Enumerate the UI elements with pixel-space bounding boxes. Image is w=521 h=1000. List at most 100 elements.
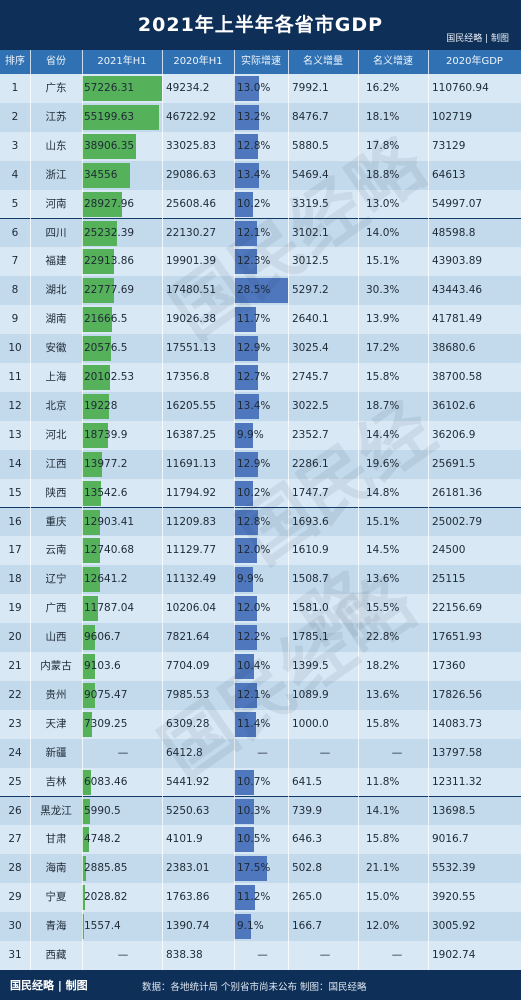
- h1-2020-cell: 17480.51: [166, 284, 217, 297]
- real-growth-label: 12.1%: [237, 688, 271, 701]
- gdp-2020-cell: 17651.93: [432, 631, 483, 644]
- rank-cell: 21: [8, 660, 22, 672]
- h1-2021-label: 13542.6: [84, 486, 128, 499]
- province-cell: 山东: [45, 139, 67, 152]
- footer-bar: 国民经略 | 制图 数据：各地统计局 个别省市尚未公布 制图：国民经略: [0, 970, 521, 1000]
- province-cell: 安徽: [45, 342, 67, 355]
- gdp-2020-cell: 25115: [432, 573, 466, 586]
- province-cell: 黑龙江: [40, 804, 72, 817]
- table-row: 15 陕西 13542.6 11794.92 10.2% 1747.7 14.8% 26181…: [0, 478, 521, 508]
- nominal-growth-cell: —: [391, 949, 403, 961]
- real-growth-label: 10.2%: [237, 486, 271, 499]
- table-row: 9 湖南 21666.5 19026.38 11.7% 2640.1 13.9% 41781.…: [0, 305, 521, 335]
- growth-bar: [234, 278, 288, 304]
- nominal-increase-cell: 739.9: [292, 804, 323, 817]
- table-row: 20 山西 9606.7 7821.64 12.2% 1785.1 22.8% 17651.9…: [0, 623, 521, 652]
- gdp-bar: [82, 249, 115, 275]
- nominal-growth-cell: 15.8%: [366, 717, 400, 730]
- table-row: 18 辽宁 12641.2 11132.49 9.9% 1508.7 13.6% 25115: [0, 565, 521, 595]
- nominal-increase-cell: 1508.7: [292, 573, 329, 586]
- province-cell: 北京: [45, 399, 67, 412]
- real-growth-label: 10.2%: [237, 197, 271, 210]
- gdp-2020-cell: 3005.92: [432, 920, 476, 933]
- rank-cell: 12: [8, 399, 22, 412]
- growth-bar: [234, 885, 256, 911]
- gdp-bar: [82, 914, 85, 940]
- province-cell: 内蒙古: [40, 660, 72, 672]
- nominal-increase-cell: 1693.6: [292, 515, 329, 528]
- rank-cell: 17: [8, 544, 22, 557]
- h1-2021-label: 22777.69: [84, 284, 135, 297]
- h1-2021-label: 18739.9: [84, 428, 128, 441]
- table-row: 24 新疆 — 6412.8 — — — 13797.58: [0, 738, 521, 768]
- province-cell: 湖北: [45, 284, 67, 297]
- h1-2021-label: 7309.25: [84, 717, 128, 730]
- nominal-growth-cell: 22.8%: [366, 631, 400, 644]
- table-row: 22 贵州 9075.47 7985.53 12.1% 1089.9 13.6% 17826.…: [0, 680, 521, 710]
- rank-cell: 24: [8, 746, 22, 759]
- nominal-increase-cell: 265.0: [292, 891, 323, 904]
- table-row: 25 吉林 6083.46 5441.92 10.7% 641.5 11.8% 12311.3…: [0, 767, 521, 797]
- h1-2021-label: 6083.46: [84, 775, 128, 788]
- real-growth-label: 13.2%: [237, 110, 271, 123]
- table-row: 26 黑龙江 5990.5 5250.63 10.3% 739.9 14.1% 13698.5: [0, 796, 521, 826]
- h1-2020-cell: 19901.39: [166, 255, 217, 268]
- h1-2020-cell: 10206.04: [166, 602, 217, 615]
- gdp-bar: [82, 220, 118, 246]
- nominal-increase-cell: 5297.2: [292, 284, 329, 297]
- province-cell: 广东: [45, 82, 67, 94]
- h1-2020-cell: 7821.64: [166, 631, 210, 644]
- h1-2021-label: 34556: [84, 168, 118, 181]
- table-row: 6 四川 25232.39 22130.27 12.1% 3102.1 14.0% 48598…: [0, 218, 521, 248]
- real-growth-label: 9.9%: [237, 428, 264, 441]
- nominal-increase-cell: 1747.7: [292, 486, 329, 499]
- h1-2020-cell: 17551.13: [166, 342, 217, 355]
- h1-2020-cell: 1390.74: [166, 920, 210, 933]
- growth-bar: [234, 625, 258, 651]
- nominal-increase-cell: 2745.7: [292, 371, 329, 383]
- nominal-growth-cell: —: [391, 746, 403, 759]
- growth-bar: [234, 682, 257, 708]
- rank-cell: 14: [8, 457, 22, 470]
- h1-2020-cell: 6309.28: [166, 717, 210, 730]
- table-row: 2 江苏 55199.63 46722.92 13.2% 8476.7 18.1% 10271…: [0, 102, 521, 132]
- rank-cell: 18: [8, 573, 22, 586]
- province-cell: 广西: [45, 602, 67, 615]
- nominal-growth-cell: 19.6%: [366, 457, 400, 470]
- real-growth-label: 11.7%: [237, 313, 271, 326]
- real-growth-label: 12.0%: [237, 544, 271, 557]
- gdp-bar: [82, 76, 162, 101]
- gdp-bar: [82, 365, 111, 390]
- h1-2021-label: 9103.6: [84, 660, 121, 672]
- gdp-2020-cell: 38700.58: [432, 371, 483, 383]
- h1-2021-label: 2028.82: [84, 891, 128, 904]
- gdp-2020-cell: 25002.79: [432, 515, 483, 528]
- rank-cell: 9: [11, 313, 19, 326]
- rank-cell: 26: [8, 804, 22, 817]
- province-cell: 辽宁: [45, 573, 67, 586]
- growth-bar: [234, 220, 257, 246]
- h1-2021-label: 55199.63: [84, 110, 135, 123]
- rank-cell: 25: [8, 775, 22, 788]
- h1-2021-label: 5990.5: [84, 804, 121, 817]
- nominal-growth-cell: 13.0%: [366, 197, 400, 210]
- growth-bar: [234, 451, 259, 477]
- gdp-2020-cell: 13698.5: [432, 804, 476, 817]
- gdp-2020-cell: 9016.7: [432, 833, 469, 846]
- real-growth-label: 12.0%: [237, 602, 271, 615]
- h1-2021-label: 11787.04: [84, 602, 135, 615]
- h1-2021-label: 21666.5: [84, 313, 128, 326]
- source-note: 数据：各地统计局 个别省市尚未公布 制图：国民经略: [142, 982, 367, 993]
- province-cell: 宁夏: [45, 891, 67, 904]
- province-cell: 河南: [45, 197, 67, 210]
- table-row: 5 河南 28927.96 25608.46 10.2% 3319.5 13.0% 54997…: [0, 189, 521, 219]
- rank-cell: 31: [8, 949, 22, 961]
- h1-2021-label: 19228: [84, 399, 118, 412]
- rank-cell: 28: [8, 862, 22, 875]
- province-cell: 湖南: [45, 313, 67, 326]
- table-row: 10 安徽 20576.5 17551.13 12.9% 3025.4 17.2% 38680…: [0, 334, 521, 363]
- growth-bar: [234, 365, 259, 390]
- gdp-bar: [82, 798, 91, 824]
- table-row: 19 广西 11787.04 10206.04 12.0% 1581.0 15.5% 2215…: [0, 594, 521, 624]
- h1-2020-cell: 11132.49: [166, 573, 217, 586]
